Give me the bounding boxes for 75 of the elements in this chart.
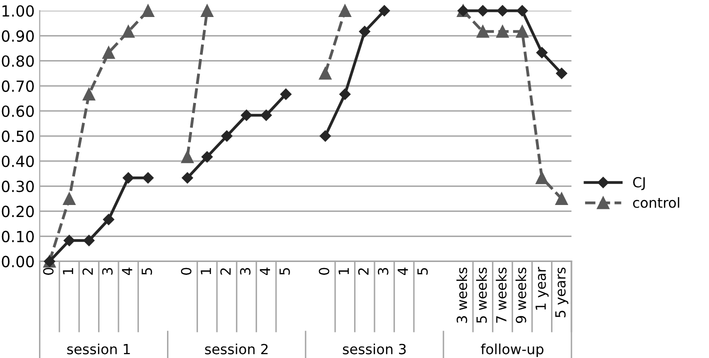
y-tick-label: 0.40 xyxy=(2,156,34,168)
x-tick-label: 7 weeks xyxy=(496,268,507,323)
y-tick-label: 0.30 xyxy=(2,180,34,192)
point xyxy=(556,68,568,79)
text: session 1 xyxy=(67,344,130,354)
point xyxy=(496,5,508,16)
x-tick-label: 0 xyxy=(43,268,54,275)
y-tick-label: 0.20 xyxy=(2,206,34,218)
legend-label: control xyxy=(633,197,680,208)
x-tick-label: 2 xyxy=(358,268,368,275)
point xyxy=(338,4,352,17)
y-tick-label: 0.70 xyxy=(2,80,34,92)
x-tick-label: 9 weeks xyxy=(515,268,526,323)
x-tick-label: 5 xyxy=(417,268,428,275)
point xyxy=(260,110,272,121)
point xyxy=(555,192,568,205)
x-tick-label: 5 xyxy=(280,268,290,275)
point xyxy=(82,88,96,100)
text: session 3 xyxy=(342,344,406,354)
x-tick-label: 3 xyxy=(378,268,388,275)
x-tick-label: 1 xyxy=(200,268,211,274)
text: session 2 xyxy=(205,344,268,354)
point xyxy=(142,172,154,184)
legend-label: CJ xyxy=(633,177,645,190)
point xyxy=(319,67,332,80)
x-tick-label: 3 weeks xyxy=(456,268,468,323)
x-tick-label: 1 xyxy=(338,268,349,274)
point xyxy=(103,214,114,226)
point xyxy=(359,26,370,38)
point xyxy=(181,150,194,164)
point xyxy=(122,172,134,184)
y-tick-label: 0.60 xyxy=(2,105,34,117)
y-tick-label: 1.00 xyxy=(2,5,34,17)
point xyxy=(477,5,488,16)
y-tick-label: 0.80 xyxy=(2,55,34,67)
point xyxy=(378,5,390,16)
x-tick-label: 5 weeks xyxy=(476,268,487,323)
text: follow-up xyxy=(480,344,544,358)
x-tick-label: 4 xyxy=(260,268,270,276)
y-tick-label: 0.90 xyxy=(2,30,34,42)
point xyxy=(202,151,213,162)
x-tick-label: 3 xyxy=(102,268,113,275)
point xyxy=(496,25,509,38)
y-tick-label: 0.10 xyxy=(2,230,34,242)
point xyxy=(102,46,115,59)
x-tick-label: 2 xyxy=(220,268,231,275)
point xyxy=(122,25,135,38)
point xyxy=(476,25,490,38)
point xyxy=(516,5,528,16)
x-tick-label: 5 years xyxy=(555,268,568,318)
y-tick-label: 0.00 xyxy=(2,256,34,268)
point xyxy=(142,4,154,17)
point xyxy=(320,130,331,142)
point xyxy=(83,234,95,246)
x-tick-label: 2 xyxy=(82,268,93,275)
point xyxy=(339,88,351,100)
point xyxy=(280,88,292,100)
x-tick-label: 4 xyxy=(398,268,408,276)
point xyxy=(221,130,232,142)
point xyxy=(64,234,75,246)
x-tick-label: 3 xyxy=(240,268,251,275)
point xyxy=(536,46,548,58)
point xyxy=(240,110,252,121)
x-tick-label: 1 year xyxy=(536,266,549,310)
y-tick-label: 0.50 xyxy=(2,130,34,142)
x-tick-label: 1 xyxy=(62,268,74,274)
point xyxy=(182,172,194,184)
x-tick-label: 0 xyxy=(180,268,192,275)
x-tick-label: 5 xyxy=(142,268,152,275)
x-tick-label: 4 xyxy=(122,268,132,276)
point xyxy=(62,192,76,205)
x-tick-label: 0 xyxy=(318,268,330,275)
point xyxy=(536,172,548,184)
point xyxy=(200,4,214,17)
point xyxy=(516,25,528,38)
